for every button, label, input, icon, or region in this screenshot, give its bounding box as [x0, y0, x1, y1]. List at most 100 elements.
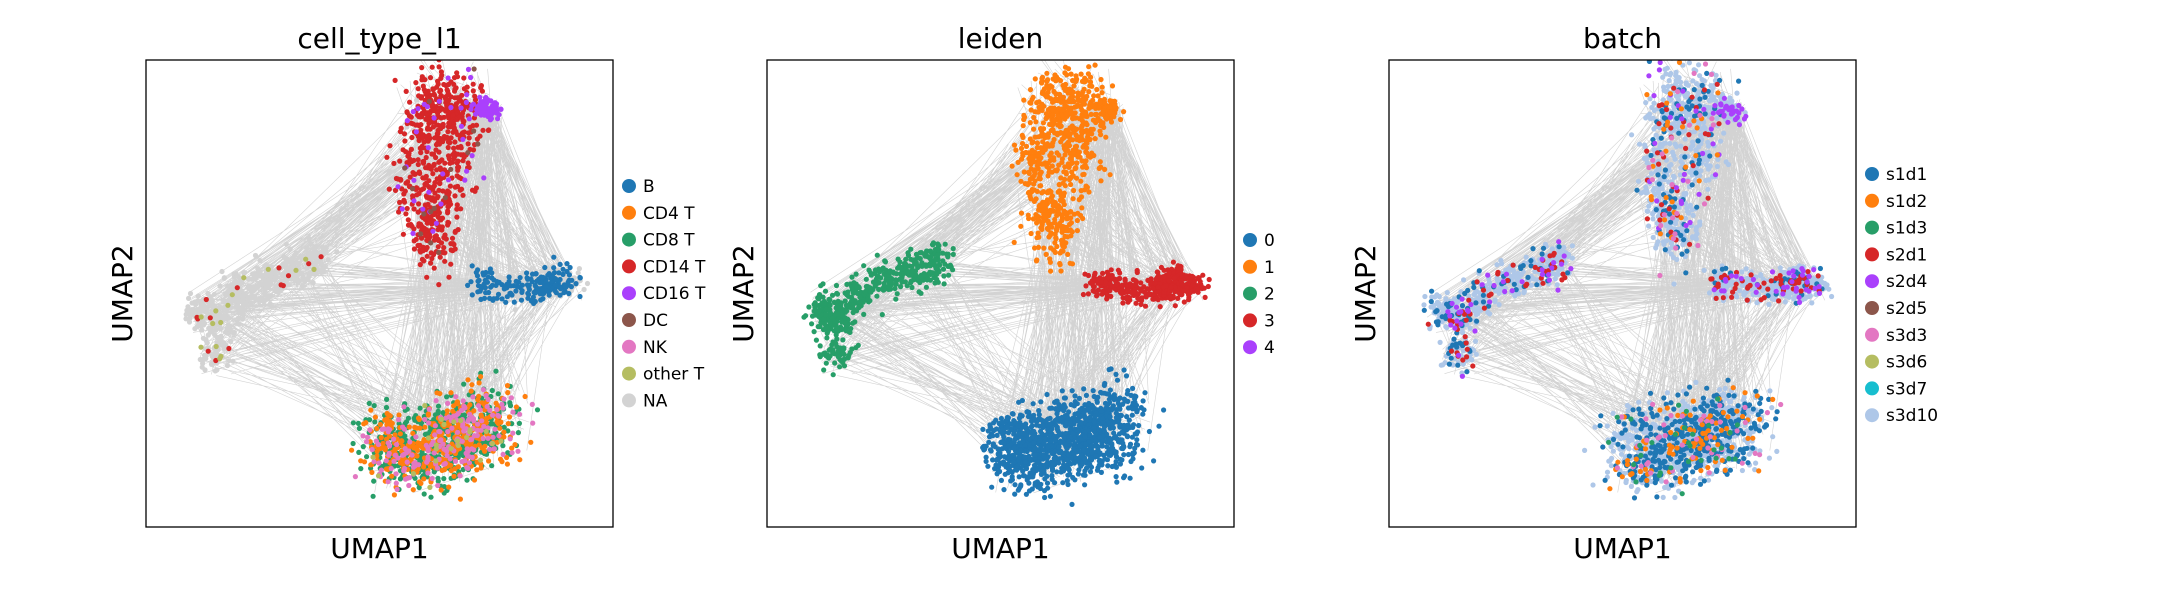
cell-point	[1106, 391, 1112, 397]
cell-point	[478, 85, 484, 91]
cell-point	[1030, 94, 1036, 100]
cell-point	[405, 192, 411, 198]
cell-point	[1001, 440, 1007, 446]
cell-point	[277, 286, 284, 292]
cell-point	[448, 446, 454, 452]
cell-point	[401, 404, 407, 410]
cell-point	[479, 414, 485, 420]
legend-label: DC	[643, 311, 668, 331]
cell-point	[1047, 493, 1053, 499]
cell-point	[1041, 440, 1047, 446]
cell-point	[483, 96, 489, 102]
cell-point	[391, 160, 397, 166]
cell-point	[1048, 268, 1054, 274]
cell-point	[444, 453, 450, 459]
cell-point	[422, 424, 428, 430]
cell-point	[399, 206, 405, 212]
cell-point	[1112, 103, 1118, 109]
cell-point	[483, 269, 489, 276]
cell-point	[450, 413, 457, 419]
cell-point	[1091, 419, 1097, 425]
cell-point	[1039, 202, 1045, 208]
cell-point	[419, 145, 426, 151]
cell-point	[458, 123, 465, 129]
cell-point	[1066, 438, 1072, 444]
cell-point	[263, 272, 269, 278]
cell-point	[1029, 474, 1035, 480]
cell-point	[372, 414, 378, 420]
cell-point	[893, 296, 899, 302]
cell-point	[1047, 421, 1053, 427]
cell-point	[1020, 430, 1026, 436]
cell-point	[386, 186, 392, 192]
cell-point	[455, 167, 461, 173]
cell-point	[829, 342, 835, 348]
cell-point	[453, 394, 459, 400]
cell-point	[425, 448, 431, 454]
cell-point	[458, 206, 464, 212]
cell-point	[1069, 501, 1075, 507]
cell-point	[1052, 480, 1058, 486]
cell-point	[465, 160, 471, 166]
cell-point	[1046, 169, 1052, 175]
cell-point	[475, 267, 481, 273]
cell-point	[465, 141, 471, 147]
cell-point	[1014, 172, 1020, 178]
cell-point	[1050, 461, 1056, 468]
cell-point	[1130, 456, 1136, 462]
cell-point	[496, 413, 502, 419]
cell-point	[1032, 178, 1038, 184]
cell-point	[201, 352, 208, 358]
cell-point	[454, 202, 460, 208]
cell-point	[385, 440, 391, 446]
legend-marker	[622, 179, 636, 193]
cell-point	[1032, 480, 1038, 486]
cell-point	[1048, 127, 1055, 133]
cell-point	[186, 319, 193, 325]
cell-point	[1045, 77, 1051, 83]
cell-point	[429, 64, 435, 70]
cell-point	[1053, 235, 1059, 241]
cell-point	[236, 321, 242, 327]
cell-point	[1102, 99, 1108, 106]
cell-point	[487, 446, 493, 452]
cell-point	[1041, 245, 1047, 251]
cell-point	[448, 104, 454, 111]
cell-point	[1082, 472, 1088, 478]
cell-point	[435, 208, 441, 214]
cell-point	[1044, 391, 1050, 398]
cell-point	[441, 461, 447, 467]
cell-point	[437, 438, 443, 444]
cell-point	[387, 143, 393, 149]
cell-point	[988, 426, 994, 432]
cell-point	[488, 284, 494, 290]
cell-point	[1039, 417, 1045, 423]
cell-point	[1031, 173, 1037, 179]
cell-point	[1092, 136, 1098, 142]
cell-point	[1008, 463, 1014, 469]
cell-point	[452, 466, 458, 472]
cell-point	[1098, 178, 1104, 184]
cell-point	[435, 482, 441, 489]
cell-point	[1035, 165, 1041, 172]
cell-point	[490, 434, 496, 440]
cell-point	[251, 287, 258, 293]
cell-point	[1038, 428, 1044, 434]
cell-point	[187, 315, 193, 321]
cell-point	[436, 180, 442, 186]
cell-point	[1040, 447, 1046, 453]
plot-area	[801, 60, 1212, 507]
cell-point	[257, 257, 263, 264]
cell-point	[399, 186, 405, 192]
cell-point	[1078, 133, 1084, 139]
cell-point	[491, 296, 497, 302]
cell-point	[234, 298, 240, 304]
cell-point	[370, 454, 376, 460]
cell-point	[425, 125, 431, 131]
cell-point	[454, 105, 460, 111]
cell-point	[519, 288, 525, 294]
cell-point	[494, 407, 500, 413]
cell-point	[450, 241, 456, 247]
cell-point	[249, 293, 255, 300]
